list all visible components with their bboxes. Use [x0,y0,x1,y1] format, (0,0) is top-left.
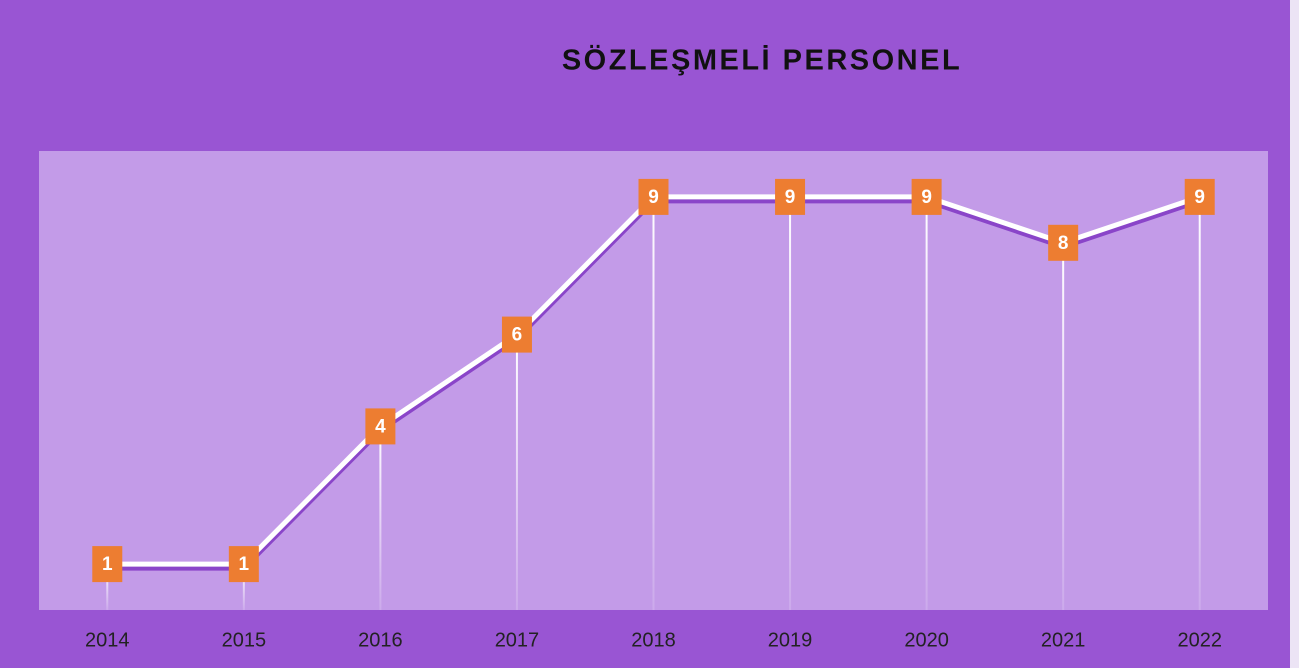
x-tick-label: 2022 [1177,629,1222,651]
label-box [638,178,669,215]
label-box [1184,178,1215,215]
label-box [92,546,123,583]
chart-title: SÖZLEŞMELİ PERSONEL [562,44,962,77]
data-label: 9 [921,187,932,208]
data-label: 6 [512,325,523,346]
x-tick-label: 2020 [904,629,949,651]
data-label: 1 [102,554,113,575]
x-tick-label: 2019 [768,629,813,651]
data-label: 9 [648,187,659,208]
x-tick-label: 2015 [222,629,267,651]
x-tick-label: 2021 [1041,629,1086,651]
x-tick-label: 2016 [358,629,403,651]
label-box [911,178,942,215]
data-label: 9 [785,187,796,208]
label-box [1048,224,1079,261]
data-label: 8 [1058,233,1069,254]
label-box [775,178,806,215]
data-label: 9 [1194,187,1205,208]
x-tick-label: 2018 [631,629,676,651]
x-tick-label: 2017 [495,629,540,651]
label-box [501,316,532,353]
label-box [365,408,396,445]
data-label: 4 [375,416,386,437]
label-box [228,546,259,583]
data-label: 1 [239,554,250,575]
x-tick-label: 2014 [85,629,130,651]
